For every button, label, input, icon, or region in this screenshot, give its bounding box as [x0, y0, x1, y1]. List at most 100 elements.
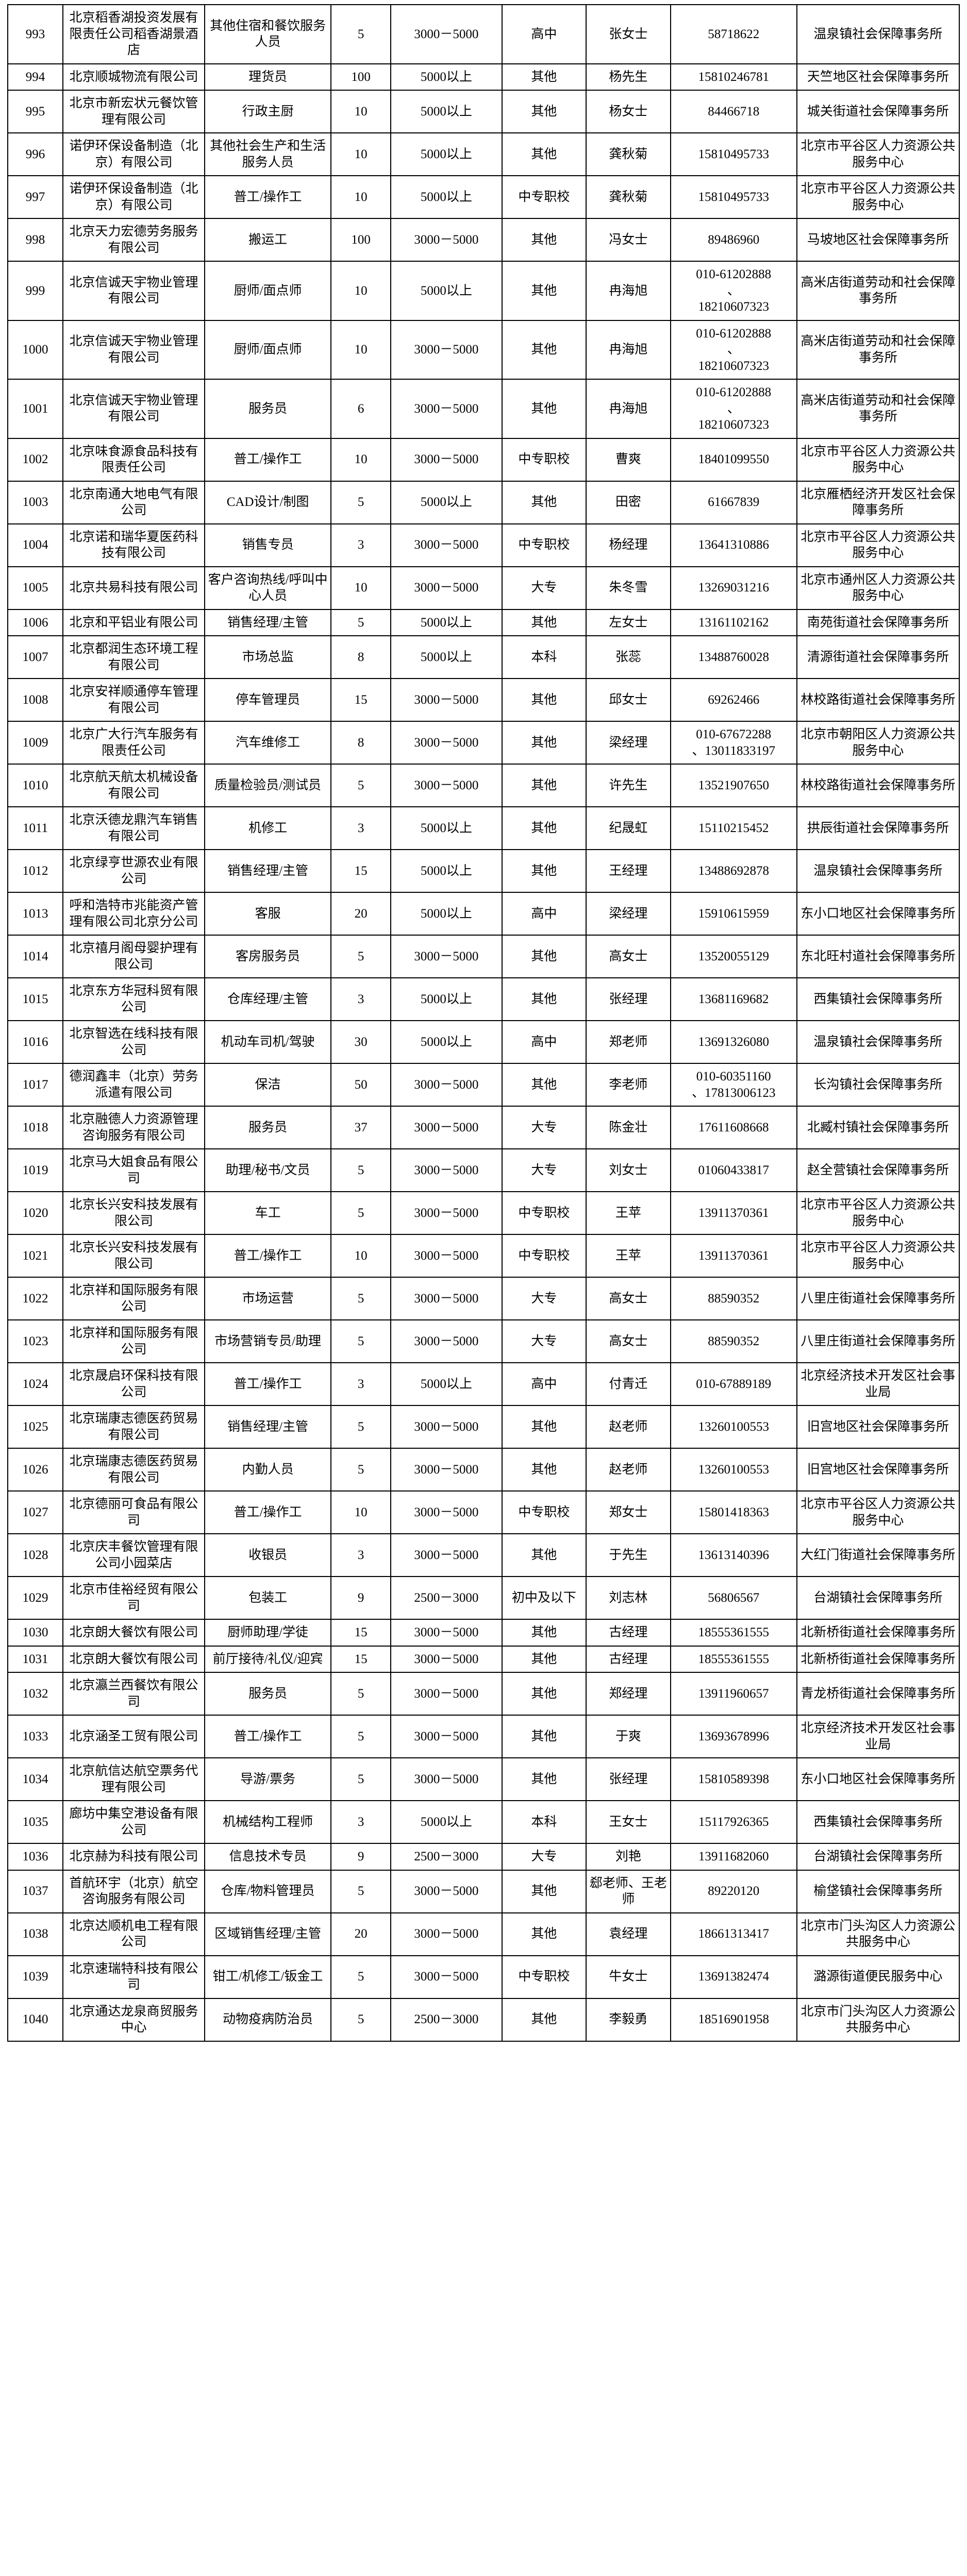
- contact-phone: 15117926365: [670, 1800, 797, 1844]
- salary-range: 3000－5000: [390, 1715, 503, 1758]
- contact-person: 张女士: [586, 4, 671, 64]
- salary-range: 3000－5000: [390, 1319, 503, 1363]
- hiring-count: 20: [330, 1912, 392, 1956]
- contact-phone: 13520055129: [670, 935, 797, 978]
- education-requirement: 其他: [501, 480, 587, 524]
- company-name: 北京南通大地电气有限公司: [62, 480, 205, 524]
- job-position: 客服: [204, 892, 332, 936]
- education-requirement: 其他: [501, 1619, 587, 1647]
- table-row: 1010 北京航天航太机械设备有限公司 质量检验员/测试员 5 3000－5000 其他许…: [7, 764, 960, 807]
- contact-person: 郑老师: [586, 1020, 671, 1064]
- hiring-count: 3: [330, 523, 392, 567]
- handling-organization: 北京经济技术开发区社会事业局: [796, 1715, 960, 1758]
- contact-phone: 15801418363: [670, 1490, 797, 1534]
- hiring-count: 15: [330, 1619, 392, 1647]
- contact-person: 高女士: [586, 1277, 671, 1320]
- company-name: 北京智选在线科技有限公司: [62, 1020, 205, 1064]
- handling-organization: 城关街道社会保障事务所: [796, 90, 960, 133]
- salary-range: 2500－3000: [390, 1997, 503, 2042]
- job-position: 厨师/面点师: [204, 319, 332, 380]
- salary-range: 3000－5000: [390, 678, 503, 722]
- hiring-count: 10: [330, 319, 392, 380]
- job-position: 理货员: [204, 63, 332, 91]
- education-requirement: 中专职校: [501, 1490, 587, 1534]
- row-index: 994: [7, 63, 63, 91]
- handling-organization: 北京市平谷区人力资源公共服务中心: [796, 437, 960, 482]
- table-row: 998 北京天力宏德劳务服务有限公司 搬运工 100 3000－5000 其他 冯女士 894…: [7, 218, 960, 262]
- row-index: 1003: [7, 480, 63, 524]
- company-name: 呼和浩特市兆能资产管理有限公司北京分公司: [62, 892, 205, 936]
- contact-phone: 010-67672288 、13011833197: [670, 721, 797, 765]
- job-position: 市场运营: [204, 1277, 332, 1320]
- handling-organization: 青龙桥街道社会保障事务所: [796, 1672, 960, 1716]
- company-name: 北京诺和瑞华夏医药科技有限公司: [62, 523, 205, 567]
- education-requirement: 中专职校: [501, 1955, 587, 1999]
- handling-organization: 天竺地区社会保障事务所: [796, 63, 960, 91]
- company-name: 北京朗大餐饮有限公司: [62, 1619, 205, 1647]
- handling-organization: 西集镇社会保障事务所: [796, 977, 960, 1021]
- contact-person: 陈金壮: [586, 1106, 671, 1149]
- hiring-count: 5: [330, 935, 392, 978]
- job-position: 动物疫病防治员: [204, 1997, 332, 2042]
- education-requirement: 大专: [501, 1319, 587, 1363]
- hiring-count: 5: [330, 1869, 392, 1913]
- job-position: 普工/操作工: [204, 1715, 332, 1758]
- contact-person: 于爽: [586, 1715, 671, 1758]
- handling-organization: 北京市门头沟区人力资源公共服务中心: [796, 1912, 960, 1956]
- hiring-count: 5: [330, 1672, 392, 1716]
- salary-range: 3000－5000: [390, 1063, 503, 1107]
- contact-person: 王经理: [586, 849, 671, 893]
- table-row: 1037 首航环宇（北京）航空咨询服务有限公司 仓库/物料管理员 5 3000－5000…: [7, 1869, 960, 1913]
- company-name: 北京瀛兰西餐饮有限公司: [62, 1672, 205, 1716]
- education-requirement: 中专职校: [501, 1234, 587, 1278]
- education-requirement: 其他: [501, 935, 587, 978]
- contact-phone: 010-67889189: [670, 1362, 797, 1406]
- salary-range: 5000以上: [390, 608, 503, 636]
- table-row: 1006 北京和平铝业有限公司 销售经理/主管 5 5000以上 其他 左女士 1316110…: [7, 608, 960, 636]
- salary-range: 3000－5000: [390, 523, 503, 567]
- handling-organization: 林校路街道社会保障事务所: [796, 764, 960, 807]
- contact-phone: 18516901958: [670, 1997, 797, 2042]
- job-position: 信息技术专员: [204, 1843, 332, 1871]
- company-name: 北京味食源食品科技有限责任公司: [62, 437, 205, 482]
- education-requirement: 大专: [501, 1148, 587, 1192]
- education-requirement: 初中及以下: [501, 1576, 587, 1620]
- salary-range: 3000－5000: [390, 1757, 503, 1801]
- contact-phone: 15110215452: [670, 806, 797, 850]
- company-name: 北京长兴安科技发展有限公司: [62, 1234, 205, 1278]
- company-name: 北京赫为科技有限公司: [62, 1843, 205, 1871]
- table-row: 1032 北京瀛兰西餐饮有限公司 服务员 5 3000－5000 其他 郑经理 1391196…: [7, 1672, 960, 1716]
- contact-phone: 89220120: [670, 1869, 797, 1913]
- table-row: 1023 北京祥和国际服务有限公司 市场营销专员/助理 5 3000－5000 大专 高女士…: [7, 1319, 960, 1363]
- table-row: 1038 北京达顺机电工程有限公司 区域销售经理/主管 20 3000－5000 其他 袁经…: [7, 1912, 960, 1956]
- table-row: 1018 北京融德人力资源管理咨询服务有限公司 服务员 37 3000－5000 大专 陈金…: [7, 1106, 960, 1149]
- contact-person: 王苹: [586, 1191, 671, 1235]
- salary-range: 3000－5000: [390, 1106, 503, 1149]
- row-index: 1016: [7, 1020, 63, 1064]
- company-name: 北京信诚天宇物业管理有限公司: [62, 261, 205, 321]
- company-name: 北京祥和国际服务有限公司: [62, 1319, 205, 1363]
- education-requirement: 中专职校: [501, 1191, 587, 1235]
- salary-range: 5000以上: [390, 1800, 503, 1844]
- hiring-count: 37: [330, 1106, 392, 1149]
- contact-phone: 15910615959: [670, 892, 797, 936]
- education-requirement: 其他: [501, 218, 587, 262]
- hiring-count: 3: [330, 1800, 392, 1844]
- job-position: 普工/操作工: [204, 437, 332, 482]
- contact-person: 龚秋菊: [586, 132, 671, 176]
- contact-phone: 18555361555: [670, 1619, 797, 1647]
- job-position: 其他社会生产和生活服务人员: [204, 132, 332, 176]
- table-row: 1022 北京祥和国际服务有限公司 市场运营 5 3000－5000 大专 高女士 88590…: [7, 1277, 960, 1320]
- hiring-count: 15: [330, 849, 392, 893]
- job-position: 内勤人员: [204, 1448, 332, 1492]
- company-name: 北京信诚天宇物业管理有限公司: [62, 319, 205, 380]
- contact-person: 冯女士: [586, 218, 671, 262]
- company-name: 北京通达龙泉商贸服务中心: [62, 1997, 205, 2042]
- row-index: 1019: [7, 1148, 63, 1192]
- contact-person: 朱冬雪: [586, 566, 671, 610]
- contact-person: 邱女士: [586, 678, 671, 722]
- row-index: 1012: [7, 849, 63, 893]
- hiring-count: 3: [330, 977, 392, 1021]
- company-name: 北京东方华冠科贸有限公司: [62, 977, 205, 1021]
- contact-phone: 010-61202888 、 18210607323: [670, 379, 797, 439]
